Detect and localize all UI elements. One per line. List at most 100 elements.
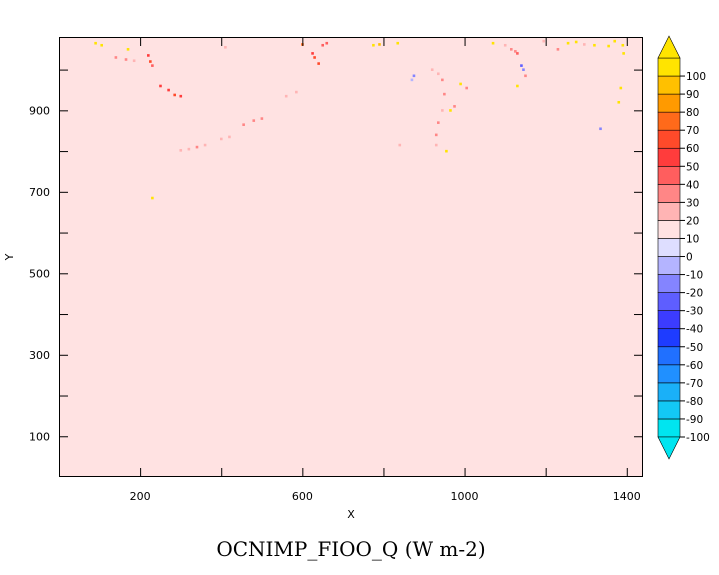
- field-feature-cell: [514, 50, 517, 53]
- y-tick-label: 100: [29, 430, 50, 443]
- colorbar-label: -90: [686, 414, 703, 426]
- colorbar-label: 10: [686, 233, 699, 245]
- field-feature-cell: [242, 123, 245, 126]
- colorbar-label: 100: [686, 71, 706, 83]
- field-feature-cell: [396, 41, 400, 45]
- y-axis-label: Y: [3, 253, 16, 261]
- field-feature-cell: [94, 41, 97, 45]
- colorbar-label: -30: [686, 306, 703, 318]
- colorbar-box: [657, 238, 681, 257]
- colorbar-label: 20: [686, 215, 699, 227]
- colorbar-label: -70: [686, 378, 703, 390]
- field-feature-cell: [147, 54, 150, 57]
- colorbar-box: [657, 292, 681, 311]
- field-feature-cell: [114, 56, 118, 59]
- field-feature-cell: [542, 39, 546, 43]
- field-feature-cell: [173, 93, 176, 97]
- field-feature-cell: [126, 48, 130, 51]
- y-tick-label: 700: [29, 186, 50, 199]
- field-feature-cell: [317, 62, 320, 65]
- field-feature-cell: [617, 100, 621, 104]
- field-feature-cell: [260, 117, 264, 120]
- field-feature-cell: [321, 43, 325, 47]
- x-tick-label: 1000: [451, 490, 479, 503]
- plot-frame: [59, 37, 643, 477]
- field-feature-cell: [284, 94, 288, 98]
- field-feature-cell: [607, 44, 610, 48]
- colorbar: -100-90-80-70-60-50-40-30-20-10010203040…: [657, 35, 710, 460]
- field-feature-cell: [434, 143, 438, 147]
- colorbar-label: 30: [686, 197, 699, 209]
- colorbar-box: [657, 220, 681, 239]
- field-feature-cell: [491, 41, 495, 45]
- colorbar-label: -40: [686, 324, 703, 336]
- field-feature-cell: [622, 52, 625, 55]
- field-feature-cell: [434, 133, 438, 137]
- field-feature-cell: [220, 137, 223, 141]
- y-tick-label: 300: [29, 349, 50, 362]
- field-feature-cell: [574, 40, 578, 44]
- field-feature-cell: [445, 149, 448, 153]
- field-feature-cell: [412, 74, 416, 78]
- colorbar-label: 50: [686, 161, 699, 173]
- field-feature-cell: [179, 149, 183, 152]
- colorbar-box: [657, 75, 681, 95]
- field-feature-cell: [378, 43, 381, 46]
- colorbar-over-triangle: [657, 35, 681, 59]
- field-feature-cell: [430, 68, 434, 71]
- colorbar-label: 80: [686, 107, 699, 119]
- field-feature-cell: [582, 43, 586, 46]
- y-tick-label: 900: [29, 104, 50, 117]
- colorbar-label: -10: [686, 270, 703, 282]
- colorbar-box: [657, 256, 681, 275]
- colorbar-box: [657, 364, 681, 384]
- colorbar-label: 60: [686, 143, 699, 155]
- colorbar-label: -100: [686, 432, 710, 444]
- field-feature-cell: [566, 41, 570, 45]
- y-tick-label: 500: [29, 267, 50, 280]
- colorbar-box: [657, 382, 681, 402]
- x-tick-label: 200: [130, 490, 151, 503]
- field-feature-cell: [441, 109, 444, 112]
- field-feature-cell: [187, 147, 191, 151]
- field-feature-cell: [593, 43, 596, 47]
- y-axis: 100 300 500 700 900: [29, 69, 643, 443]
- field-feature-cell: [149, 60, 152, 63]
- colorbar-label: 40: [686, 179, 699, 191]
- field-feature-cell: [516, 52, 519, 55]
- x-tick-label: 1400: [613, 490, 641, 503]
- field-feature-cell: [503, 43, 507, 47]
- field-feature-cell: [410, 78, 414, 82]
- field-feature-cell: [372, 43, 375, 47]
- field-feature-cell: [516, 84, 519, 88]
- colorbar-box: [657, 93, 681, 113]
- colorbar-box: [657, 274, 681, 293]
- field-feature-cell: [613, 39, 617, 43]
- x-tick-label: 600: [292, 490, 313, 503]
- field-feature-cell: [524, 74, 527, 78]
- colorbar-label: 90: [686, 89, 699, 101]
- field-feature-cell: [151, 196, 154, 200]
- field-feature-cell: [124, 58, 128, 61]
- field-feature-cell: [159, 84, 162, 88]
- field-feature-cell: [203, 143, 207, 147]
- colorbar-box: [657, 147, 681, 167]
- colorbar-under-triangle: [657, 436, 681, 460]
- field-feature-cell: [465, 86, 468, 90]
- field-feature-cell: [295, 90, 298, 94]
- colorbar-box: [657, 165, 681, 185]
- colorbar-box: [657, 129, 681, 149]
- field-feature-cell: [556, 48, 560, 51]
- field-feature-cell: [100, 43, 103, 47]
- field-feature-cell: [441, 78, 444, 82]
- field-feature-cell: [621, 43, 625, 47]
- colorbar-label: 0: [686, 252, 693, 264]
- field-feature-cell: [167, 88, 170, 92]
- colorbar-box: [657, 310, 681, 330]
- colorbar-box: [657, 184, 681, 203]
- colorbar-box: [657, 400, 681, 420]
- field-feature-cell: [151, 64, 154, 67]
- field-feature-cell: [313, 56, 316, 59]
- field-feature-cell: [325, 41, 329, 45]
